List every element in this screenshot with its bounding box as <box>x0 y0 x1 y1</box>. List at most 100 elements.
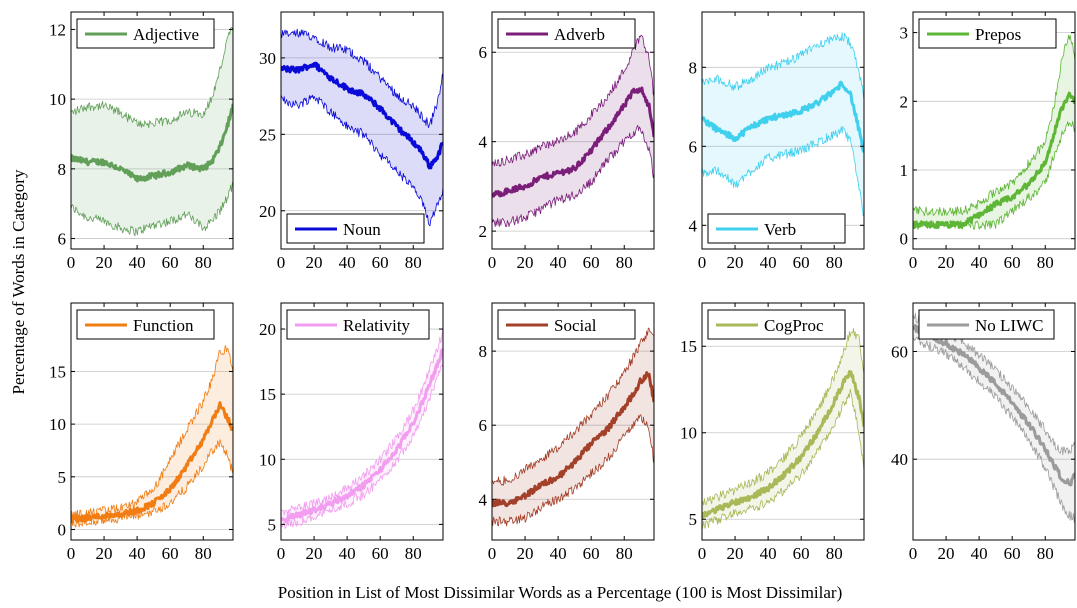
x-tick-label: 0 <box>277 544 286 563</box>
legend-label: Adjective <box>133 25 199 44</box>
series-line <box>492 86 654 198</box>
plot-frame <box>912 302 1076 541</box>
x-tick-label: 0 <box>909 544 918 563</box>
x-tick-label: 60 <box>583 253 600 272</box>
lower-bound-line <box>702 126 864 217</box>
plot-frame <box>70 302 234 541</box>
x-tick-label: 80 <box>616 253 633 272</box>
y-tick-label: 8 <box>689 58 698 77</box>
y-tick-label: 4 <box>689 216 698 235</box>
x-tick-label: 60 <box>793 544 810 563</box>
legend-label: Relativity <box>343 316 411 335</box>
x-tick-label: 40 <box>971 253 988 272</box>
x-tick-label: 20 <box>727 253 744 272</box>
x-tick-label: 20 <box>96 253 113 272</box>
y-tick-label: 10 <box>49 90 66 109</box>
x-tick-label: 80 <box>405 253 422 272</box>
legend-label: CogProc <box>764 316 824 335</box>
x-tick-label: 40 <box>129 544 146 563</box>
y-tick-label: 10 <box>680 424 697 443</box>
legend-label: No LIWC <box>975 316 1043 335</box>
y-tick-label: 6 <box>689 137 698 156</box>
legend-label: Function <box>133 316 194 335</box>
series-line <box>913 324 1075 487</box>
x-tick-label: 0 <box>698 544 707 563</box>
x-tick-label: 20 <box>938 544 955 563</box>
plot-frame <box>491 302 655 541</box>
y-tick-label: 20 <box>259 202 276 221</box>
y-tick-label: 5 <box>268 515 277 534</box>
x-tick-label: 60 <box>162 253 179 272</box>
x-tick-label: 80 <box>1037 544 1054 563</box>
lower-bound-line <box>913 336 1075 523</box>
x-tick-label: 20 <box>727 544 744 563</box>
upper-bound-line <box>492 327 654 486</box>
upper-bound-line <box>492 34 654 168</box>
upper-bound-line <box>71 27 233 129</box>
y-tick-label: 15 <box>259 385 276 404</box>
legend-label: Verb <box>764 220 796 239</box>
y-tick-label: 8 <box>479 342 488 361</box>
legend: Noun <box>286 213 425 244</box>
x-tick-label: 40 <box>129 253 146 272</box>
lower-bound-line <box>492 414 654 527</box>
legend: Relativity <box>286 309 430 340</box>
legend: Adverb <box>497 18 636 49</box>
y-tick-label: 15 <box>49 362 66 381</box>
upper-bound-line <box>281 328 443 516</box>
panel-noun: 0 20 40 60 80 20 25 30 Noun <box>259 11 444 272</box>
y-tick-label: 2 <box>900 92 909 111</box>
legend-label: Adverb <box>554 25 605 44</box>
series-line <box>71 401 233 524</box>
lower-bound-line <box>492 124 654 227</box>
series-line <box>492 371 654 508</box>
x-tick-label: 20 <box>306 544 323 563</box>
x-tick-label: 40 <box>760 253 777 272</box>
legend: Prepos <box>918 18 1057 49</box>
y-tick-label: 8 <box>58 160 67 179</box>
y-tick-label: 5 <box>689 510 698 529</box>
plot-frame <box>280 11 444 250</box>
x-tick-label: 0 <box>698 253 707 272</box>
x-tick-label: 60 <box>372 544 389 563</box>
series-line <box>281 61 443 170</box>
x-tick-label: 0 <box>488 253 497 272</box>
x-tick-label: 40 <box>971 544 988 563</box>
x-tick-label: 60 <box>793 253 810 272</box>
x-tick-label: 0 <box>277 253 286 272</box>
y-tick-label: 12 <box>49 20 66 39</box>
y-tick-label: 30 <box>259 49 276 68</box>
confidence-band <box>913 313 1075 523</box>
x-axis-label: Position in List of Most Dissimilar Word… <box>278 583 842 602</box>
confidence-band <box>281 29 443 226</box>
series-line <box>702 370 864 520</box>
x-tick-label: 40 <box>339 544 356 563</box>
y-tick-label: 20 <box>259 320 276 339</box>
confidence-band <box>913 35 1075 230</box>
x-tick-label: 80 <box>405 544 422 563</box>
panel-no-liwc: 0 20 40 60 80 40 60 No LIWC <box>891 302 1076 563</box>
panel-function: 0 20 40 60 80 0 5 10 15 Function <box>49 302 234 563</box>
x-tick-label: 0 <box>488 544 497 563</box>
y-tick-label: 4 <box>479 490 488 509</box>
y-tick-label: 60 <box>891 342 908 361</box>
y-tick-label: 0 <box>58 520 67 539</box>
legend-label: Prepos <box>975 25 1021 44</box>
x-tick-label: 60 <box>583 544 600 563</box>
x-tick-label: 60 <box>1004 544 1021 563</box>
x-tick-label: 0 <box>909 253 918 272</box>
upper-bound-line <box>702 328 864 506</box>
y-tick-label: 10 <box>259 450 276 469</box>
y-tick-label: 25 <box>259 125 276 144</box>
y-axis-label: Percentage of Words in Category <box>9 169 28 394</box>
y-tick-label: 3 <box>900 24 909 43</box>
confidence-band <box>702 328 864 531</box>
legend: Verb <box>707 213 846 244</box>
panel-prepos: 0 20 40 60 80 0 1 2 3 Prepos <box>900 11 1076 272</box>
y-tick-label: 15 <box>680 337 697 356</box>
plot-frame <box>280 302 444 541</box>
x-tick-label: 80 <box>195 253 212 272</box>
y-tick-label: 4 <box>479 133 488 152</box>
legend: Adjective <box>76 18 215 49</box>
